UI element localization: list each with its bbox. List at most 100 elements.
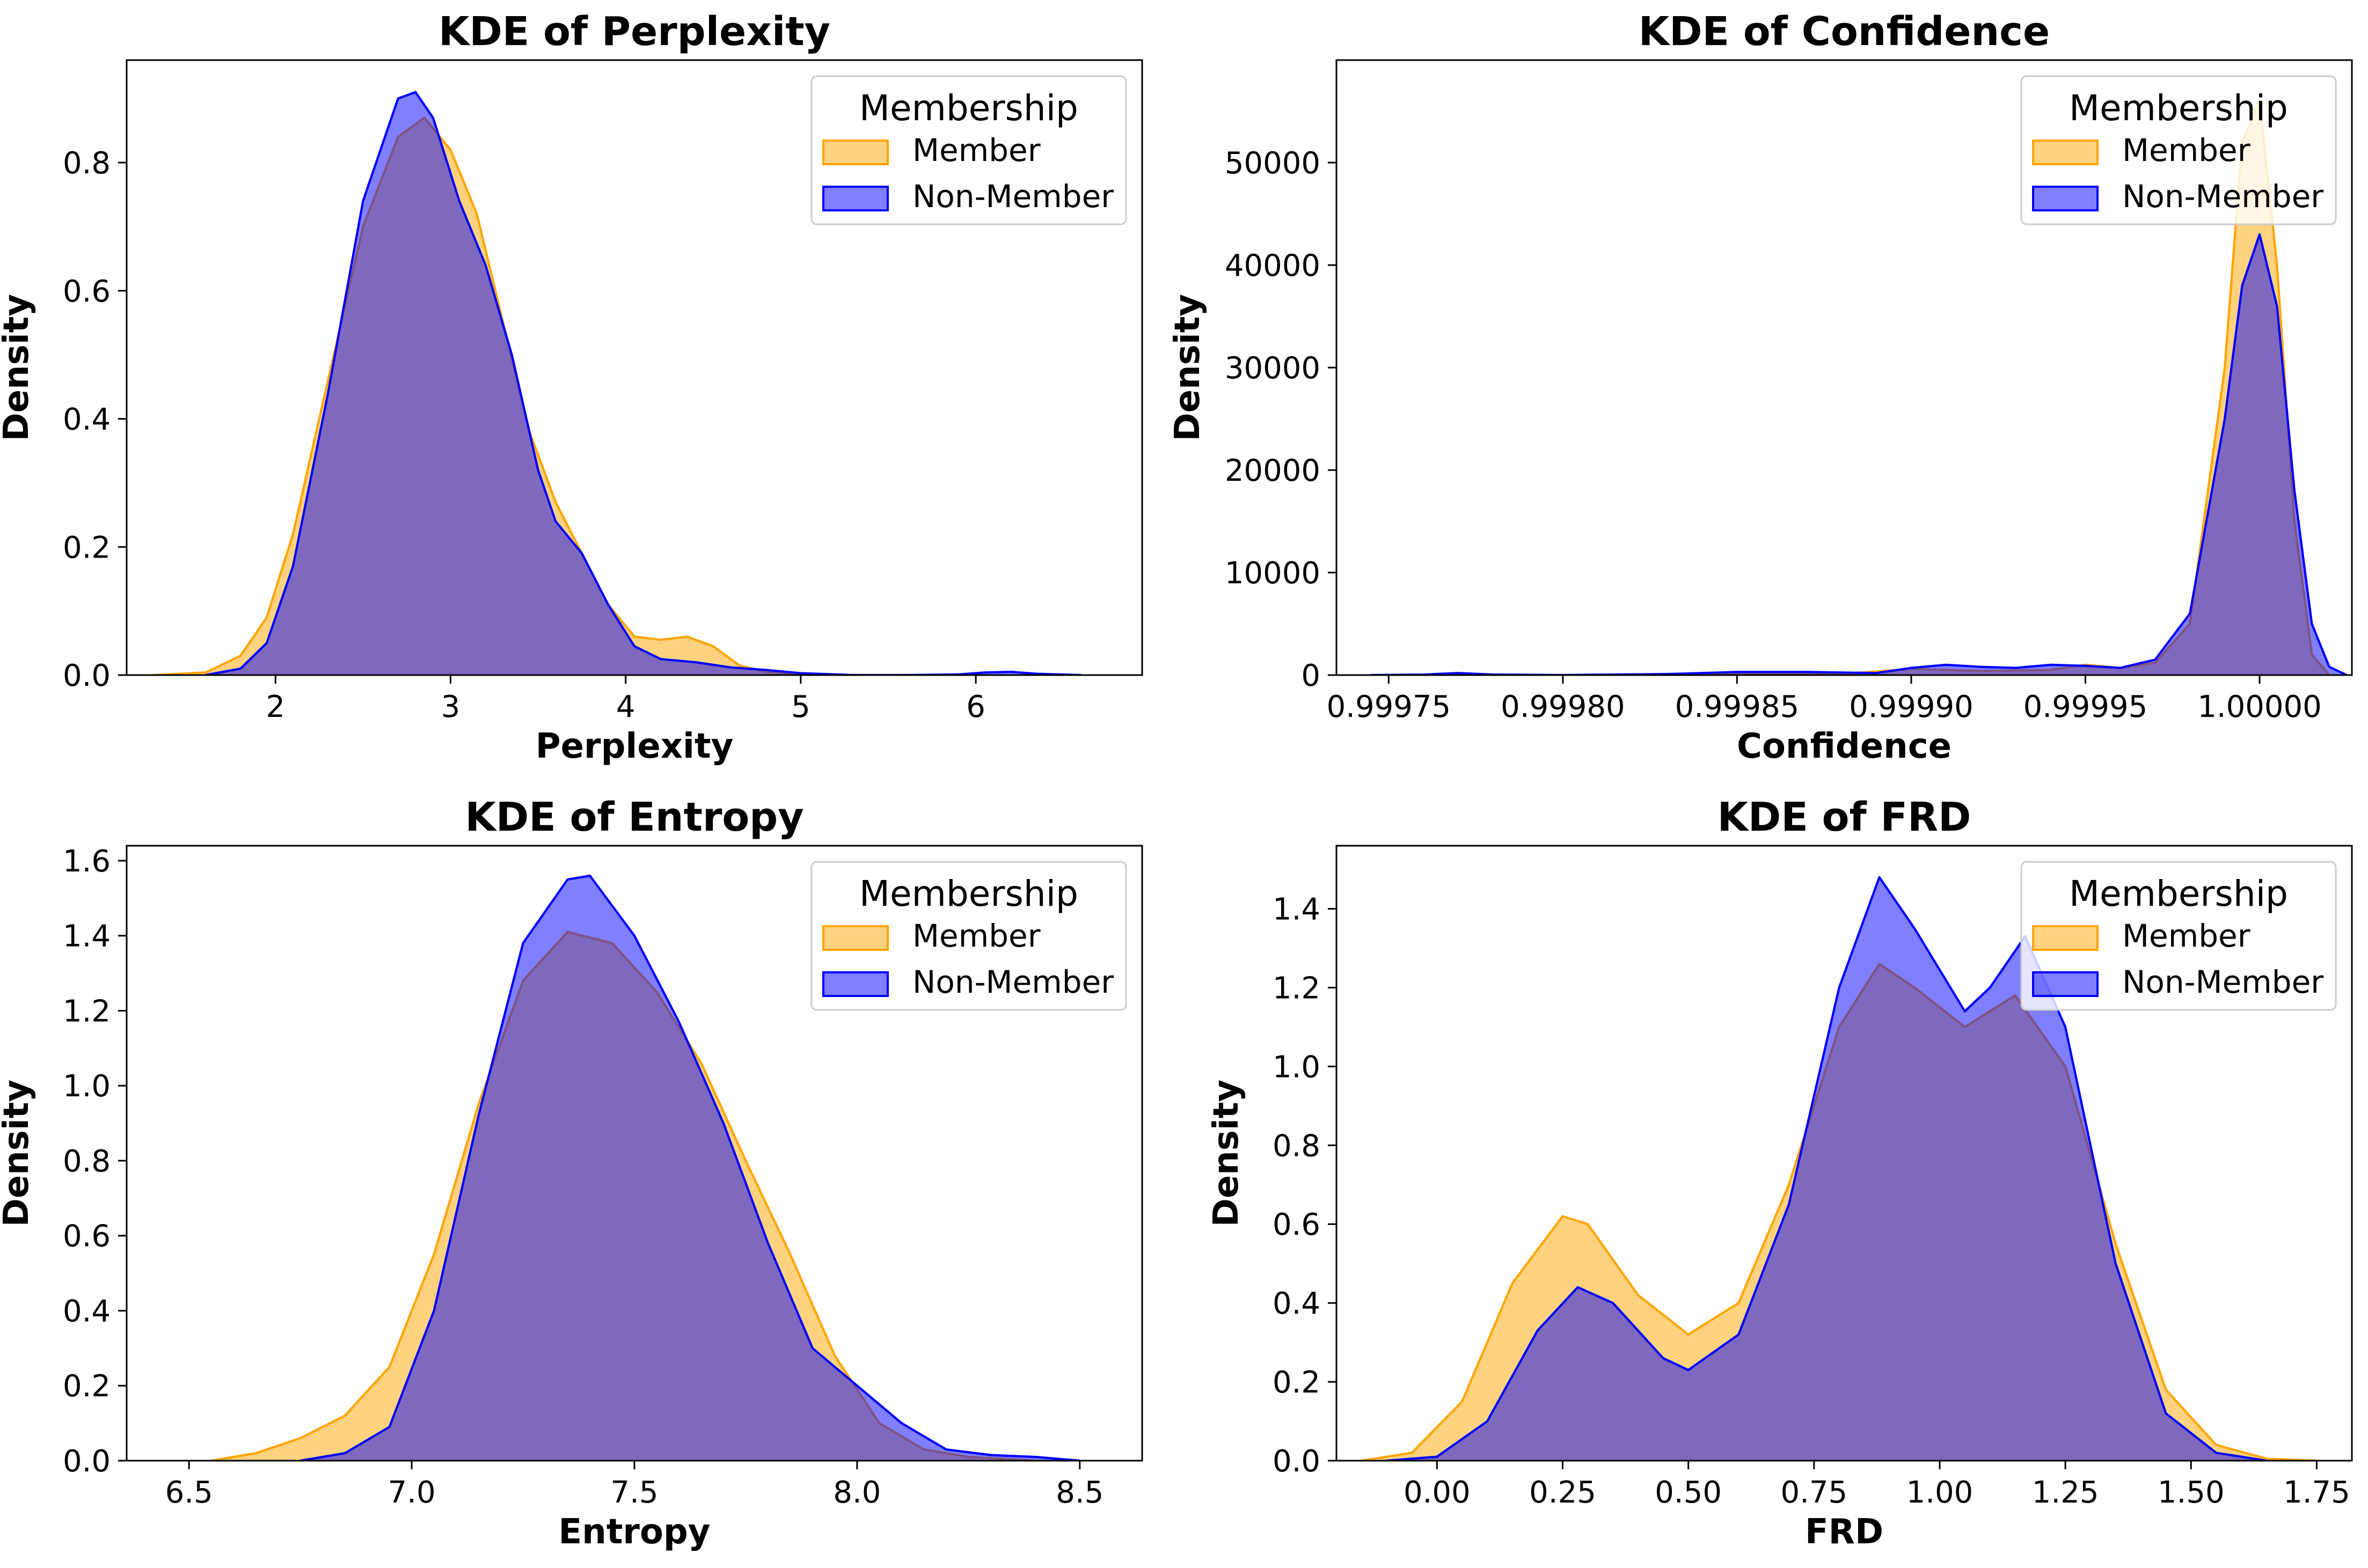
- y-tick-label: 0.0: [1273, 1444, 1320, 1479]
- legend-box: [810, 75, 1127, 225]
- plot-area: [1361, 876, 2317, 1461]
- x-tick-label: 0.99985: [1675, 690, 1800, 724]
- kde-line-non-member: [300, 874, 1080, 1461]
- legend-label-member: Member: [2122, 918, 2250, 954]
- kde-area-non-member: [300, 875, 1080, 1461]
- axes-frame: [126, 59, 1143, 676]
- kde-line-non-member: [1386, 876, 2267, 1461]
- x-tick-label: 0.25: [1529, 1475, 1596, 1510]
- y-tick-label: 0.0: [63, 1444, 111, 1479]
- x-tick-label: 3: [441, 690, 461, 724]
- legend-label-non-member: Non-Member: [2122, 964, 2323, 1000]
- chart-panel-entropy: 6.5 7.0 7.5 8.0 8.5 0.0 0.2 0.4 0.6 0.8 1.0 1.2 1.4 1…: [0, 794, 1143, 1552]
- x-tick-label: 0.75: [1780, 1475, 1847, 1510]
- legend-label-member: Member: [912, 132, 1041, 168]
- x-tick-label: 8.0: [833, 1475, 881, 1510]
- y-tick-label: 0.4: [63, 1294, 111, 1329]
- x-tick-label: 2: [266, 690, 285, 724]
- y-tick-label: 1.0: [1273, 1050, 1320, 1085]
- chart-panel-perplexity: 2 3 4 5 6 0.0 0.2 0.4 0.6 0.8 KDE of Perplexity Per…: [0, 9, 1143, 766]
- y-tick-label: 0.8: [1273, 1129, 1320, 1163]
- legend-label-member: Member: [912, 918, 1041, 954]
- x-tick-label: 1.00000: [2197, 690, 2322, 724]
- y-tick-label: 1.2: [63, 994, 111, 1029]
- y-tick-label: 0.0: [63, 658, 111, 693]
- legend-title: Membership: [2069, 87, 2288, 129]
- legend-box: [2020, 75, 2337, 225]
- plot-area: [211, 874, 1080, 1461]
- legend-swatch-non-member: [822, 971, 889, 997]
- x-axis-label: Entropy: [559, 1512, 711, 1552]
- legend-swatch-non-member: [822, 186, 889, 211]
- x-tick-label: 6.5: [165, 1475, 213, 1510]
- legend-swatch-non-member: [2032, 971, 2099, 997]
- legend-title: Membership: [2069, 873, 2288, 914]
- x-axis-label: Confidence: [1737, 727, 1952, 766]
- x-tick-label: 0.99990: [1849, 690, 1974, 724]
- y-tick-label: 40000: [1225, 248, 1320, 283]
- y-tick-label: 30000: [1225, 351, 1320, 386]
- y-tick-label: 1.0: [63, 1069, 111, 1104]
- legend-label-non-member: Non-Member: [2122, 178, 2323, 215]
- y-tick-label: 0.6: [63, 1219, 111, 1254]
- chart-title: KDE of Entropy: [465, 794, 803, 840]
- x-tick-label: 7.5: [610, 1475, 658, 1510]
- x-tick-label: 0.50: [1655, 1475, 1722, 1510]
- x-tick-label: 0.99975: [1327, 690, 1451, 724]
- y-tick-label: 0.8: [63, 1144, 111, 1179]
- x-axis-label: FRD: [1805, 1512, 1883, 1552]
- legend: Membership Member Non-Member: [810, 861, 1127, 1011]
- y-tick-label: 0: [1301, 658, 1320, 693]
- y-tick-label: 0.2: [63, 1369, 111, 1404]
- y-tick-label: 0.6: [63, 274, 111, 309]
- x-tick-label: 5: [791, 690, 810, 724]
- y-tick-label: 20000: [1225, 453, 1320, 488]
- kde-area-non-member: [1371, 234, 2347, 675]
- y-tick-label: 1.4: [1273, 892, 1320, 927]
- y-tick-label: 0.8: [63, 146, 111, 181]
- legend-title: Membership: [859, 873, 1078, 914]
- x-tick-label: 0.99980: [1501, 690, 1625, 724]
- x-axis-label: Perplexity: [536, 727, 734, 766]
- legend-label-non-member: Non-Member: [912, 178, 1114, 215]
- x-tick-label: 6: [966, 690, 985, 724]
- x-tick-label: 1.50: [2158, 1475, 2225, 1510]
- y-tick-label: 1.2: [1273, 971, 1320, 1006]
- legend-label-non-member: Non-Member: [912, 964, 1114, 1000]
- y-axis-label: Density: [1207, 1080, 1246, 1227]
- y-tick-label: 50000: [1225, 146, 1320, 181]
- x-tick-label: 8.5: [1056, 1475, 1103, 1510]
- legend: Membership Member Non-Member: [2020, 861, 2337, 1011]
- y-tick-label: 1.6: [63, 844, 111, 879]
- x-tick-label: 4: [616, 690, 635, 724]
- y-axis-label: Density: [0, 1080, 36, 1227]
- x-tick-label: 7.0: [388, 1475, 436, 1510]
- legend-swatch-member: [822, 925, 889, 951]
- y-tick-label: 0.2: [1273, 1365, 1320, 1400]
- chart-panel-frd: 0.00 0.25 0.50 0.75 1.00 1.25 1.50 1.75 0.0 0.2 0.…: [1207, 794, 2353, 1552]
- legend-swatch-member: [2032, 925, 2099, 951]
- y-tick-label: 0.4: [63, 402, 111, 437]
- legend-swatch-non-member: [2032, 186, 2099, 211]
- axes-frame: [1335, 845, 2353, 1462]
- chart-panel-confidence: 0.99975 0.99980 0.99985 0.99990 0.99995 1.000…: [1168, 9, 2353, 766]
- x-tick-label: 0.00: [1404, 1475, 1471, 1510]
- y-axis-label: Density: [0, 294, 36, 441]
- x-tick-label: 1.25: [2032, 1475, 2099, 1510]
- y-axis-label: Density: [1168, 294, 1208, 441]
- legend-title: Membership: [859, 87, 1078, 129]
- y-tick-label: 1.4: [63, 919, 111, 954]
- y-tick-label: 10000: [1225, 556, 1320, 591]
- chart-title: KDE of FRD: [1717, 794, 1971, 840]
- legend-box: [2020, 861, 2337, 1011]
- y-tick-label: 0.4: [1273, 1286, 1320, 1321]
- chart-title: KDE of Perplexity: [438, 9, 830, 55]
- kde-area-non-member: [1386, 877, 2267, 1461]
- legend-swatch-member: [822, 140, 889, 165]
- legend-box: [810, 861, 1127, 1011]
- x-tick-label: 1.75: [2283, 1475, 2350, 1510]
- x-tick-label: 0.99995: [2023, 690, 2148, 724]
